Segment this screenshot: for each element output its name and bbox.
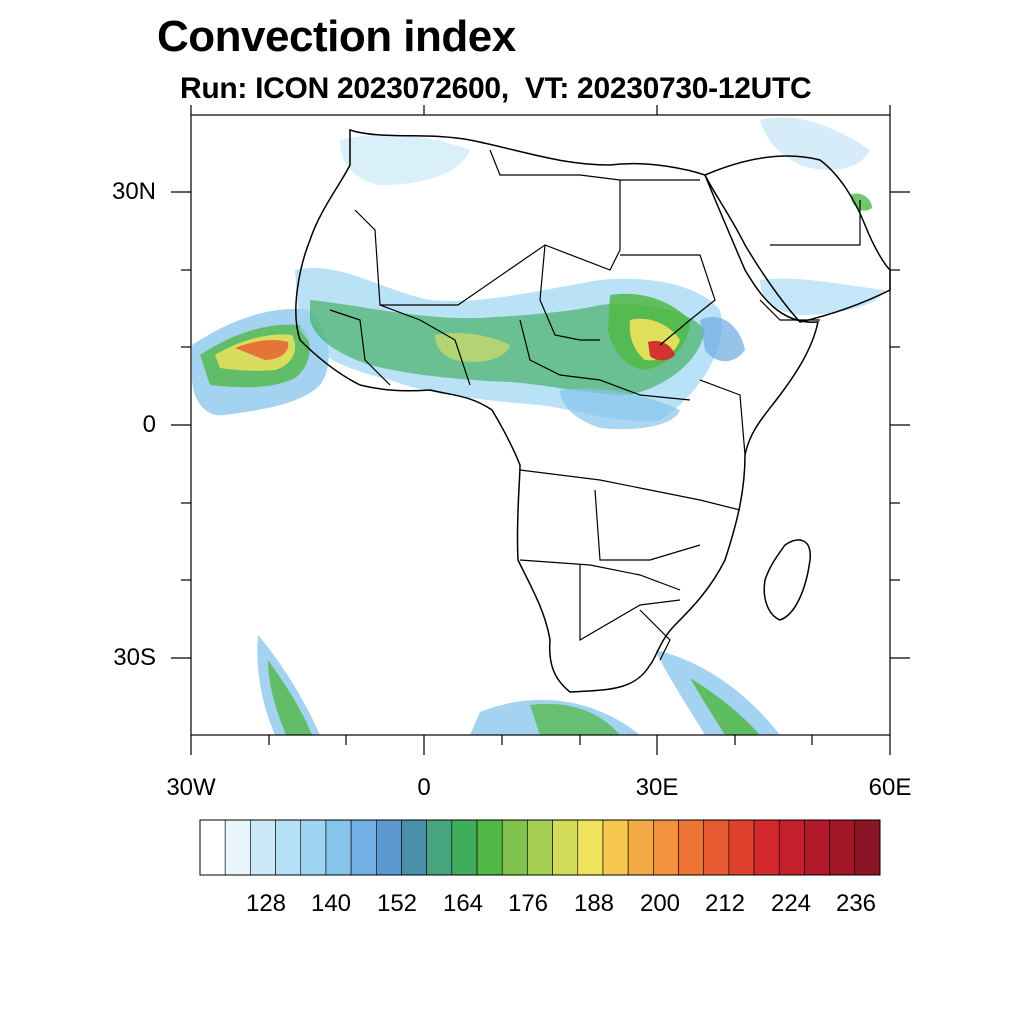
colorbar-box <box>224 819 251 876</box>
convection-field <box>192 117 885 735</box>
border-line <box>519 469 741 511</box>
convection-patch <box>435 333 510 362</box>
colorbar-box <box>375 819 402 876</box>
chart-title: Convection index <box>157 12 516 61</box>
border-line <box>579 565 681 642</box>
colorbar-box <box>678 819 705 876</box>
lon-label-60e: 60E <box>868 774 912 801</box>
colorbar-box <box>501 819 528 876</box>
country-borders <box>329 149 861 661</box>
colorbar-box <box>703 819 730 876</box>
colorbar-box <box>350 819 377 876</box>
border-line <box>639 609 671 661</box>
border-line <box>699 379 746 456</box>
africa-coastline <box>295 128 819 693</box>
border-line <box>539 244 600 341</box>
colorbar-box <box>627 819 654 876</box>
border-line <box>519 559 681 591</box>
colorbar-box <box>476 819 503 876</box>
colorbar-box <box>199 819 226 876</box>
colorbar-label: 152 <box>376 890 418 917</box>
convection-patch <box>850 193 872 211</box>
colorbar-box <box>577 819 604 876</box>
colorbar-box <box>300 819 327 876</box>
border-line <box>759 299 820 321</box>
colorbar-box <box>325 819 352 876</box>
border-line <box>379 304 471 386</box>
lat-label-0: 0 <box>142 411 156 438</box>
lon-label-30w: 30W <box>166 774 216 801</box>
colorbar-label: 188 <box>573 890 615 917</box>
convection-patch <box>530 703 620 735</box>
map-frame <box>190 114 891 736</box>
lon-label-30e: 30E <box>635 774 679 801</box>
border-line <box>594 489 701 561</box>
madagascar-coastline <box>763 539 811 621</box>
axis-ticks <box>171 105 910 755</box>
colorbar-box <box>829 819 856 876</box>
chart-subtitle: Run: ICON 2023072600, VT: 20230730-12UTC <box>180 72 812 105</box>
colorbar-label: 212 <box>704 890 746 917</box>
colorbar-label: 200 <box>639 890 681 917</box>
convection-patch <box>690 678 760 735</box>
convection-patch <box>340 134 470 185</box>
convection-patch <box>700 316 745 362</box>
colorbar-box <box>804 819 830 876</box>
colorbar-box <box>778 819 805 876</box>
colorbar-label: 164 <box>442 890 484 917</box>
lon-label-0: 0 <box>417 774 431 801</box>
border-line <box>770 200 861 246</box>
colorbar-box <box>753 819 780 876</box>
colorbar-box <box>426 819 453 876</box>
convection-patch <box>235 340 289 360</box>
convection-patch <box>760 117 870 170</box>
colorbar <box>199 819 881 876</box>
lat-label-30s: 30S <box>113 644 156 671</box>
colorbar-box <box>527 819 553 876</box>
border-line <box>354 180 621 306</box>
convection-patch <box>560 388 680 430</box>
colorbar-box <box>728 819 755 876</box>
colorbar-box <box>653 819 679 876</box>
convection-patch <box>257 635 320 735</box>
convection-patch <box>268 660 312 735</box>
colorbar-box <box>552 819 579 876</box>
colorbar-label: 224 <box>770 890 812 917</box>
colorbar-box <box>854 819 881 876</box>
border-line <box>329 309 391 386</box>
border-line <box>519 319 691 401</box>
colorbar-box <box>275 819 302 876</box>
border-line <box>489 149 700 181</box>
colorbar-box <box>401 819 427 876</box>
convection-patch <box>655 650 780 735</box>
colorbar-box <box>451 819 478 876</box>
colorbar-label: 128 <box>245 890 287 917</box>
colorbar-frame <box>199 819 881 876</box>
convection-patch <box>648 340 675 361</box>
colorbar-label: 176 <box>507 890 549 917</box>
colorbar-box <box>250 819 276 876</box>
colorbar-box <box>602 819 629 876</box>
lat-label-30n: 30N <box>111 178 156 205</box>
colorbar-label: 140 <box>310 890 352 917</box>
colorbar-label: 236 <box>835 890 877 917</box>
border-line <box>620 254 716 346</box>
